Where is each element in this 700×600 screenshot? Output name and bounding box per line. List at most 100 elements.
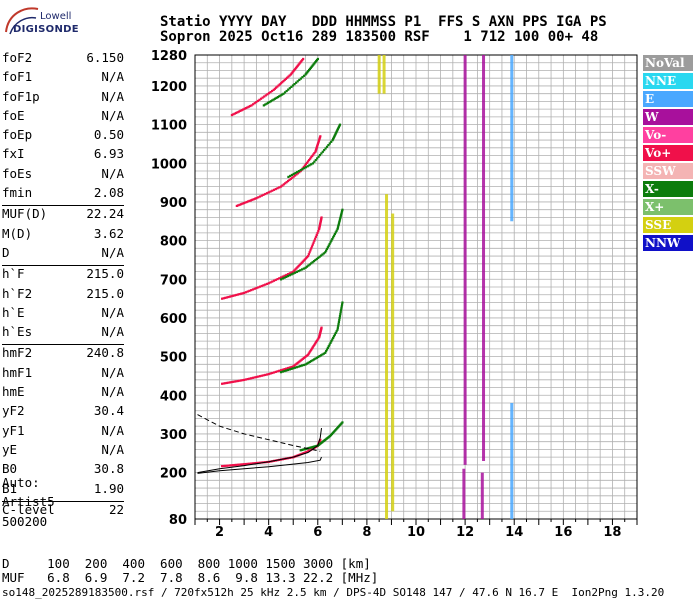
echo-point (282, 92, 285, 95)
echo-point (281, 81, 284, 84)
param-label: h`F2 (2, 285, 33, 301)
echo-point (301, 58, 304, 62)
echo-point (312, 63, 315, 66)
echo-point (257, 375, 260, 378)
param-row: foF2 6.150 (2, 50, 124, 69)
echo-point (269, 190, 272, 193)
echo-point (340, 307, 343, 310)
param-row: B1 1.90 (2, 481, 124, 500)
echo-point (282, 79, 285, 83)
echo-point (225, 296, 228, 299)
echo-point (335, 130, 338, 133)
param-row: yF2 30.4 (2, 403, 124, 422)
echo-point (312, 358, 316, 361)
echo-point (272, 279, 276, 282)
echo-point (278, 277, 281, 280)
echo-point (338, 124, 341, 127)
echo-point (283, 91, 287, 94)
profile-curve (197, 428, 322, 474)
param-value: 1.90 (93, 480, 124, 496)
echo-point (251, 288, 255, 291)
echo-point (248, 462, 251, 465)
echo-point (281, 277, 284, 280)
interference-band (382, 55, 386, 94)
echo-point (272, 88, 275, 91)
file-info-footer: so148_2025289183500.rsf / 720fx512h 25 k… (2, 586, 665, 599)
echo-point (222, 464, 225, 468)
param-row: yE N/A (2, 442, 124, 461)
echo-point (313, 152, 316, 155)
y-tick-label: 800 (160, 235, 187, 250)
echo-point (297, 170, 301, 173)
echo-point (265, 282, 269, 286)
y-tick-label: 700 (160, 273, 187, 288)
echo-point (306, 353, 310, 356)
echo-point (339, 311, 342, 314)
echo-point (337, 320, 341, 323)
echo-point (288, 272, 291, 275)
param-row: hmE N/A (2, 384, 124, 403)
echo-point (306, 71, 309, 74)
echo-point (299, 449, 302, 452)
echo-point (340, 211, 343, 214)
echo-point (246, 106, 249, 109)
echo-point (303, 167, 306, 170)
echo-point (297, 265, 300, 268)
echo-point (244, 462, 248, 466)
echo-point (298, 263, 301, 267)
echo-point (248, 289, 251, 292)
echo-point (266, 93, 269, 96)
echo-point (306, 255, 310, 258)
echo-point (255, 286, 258, 290)
echo-point (311, 346, 314, 349)
echo-point (295, 81, 298, 84)
param-row: foEs N/A (2, 166, 124, 185)
echo-point (233, 380, 236, 383)
echo-point (250, 377, 253, 380)
param-label: foE (2, 107, 25, 123)
echo-point (258, 98, 261, 101)
echo-point (334, 231, 337, 234)
echo-point (285, 275, 288, 278)
echo-point (310, 65, 313, 68)
echo-point (313, 445, 316, 448)
interference-band (510, 403, 514, 519)
echo-point (336, 226, 339, 229)
echo-point (311, 359, 314, 362)
echo-point (275, 96, 278, 100)
echo-point (337, 225, 340, 228)
echo-point (314, 235, 318, 238)
echo-point (221, 297, 224, 300)
echo-point (336, 228, 339, 231)
param-row: hmF2 240.8 (2, 345, 124, 364)
param-label: h`F (2, 266, 25, 282)
echo-point (230, 113, 234, 117)
echo-point (313, 160, 316, 163)
echo-point (289, 177, 292, 180)
echo-point (293, 269, 296, 272)
echo-point (295, 366, 298, 369)
legend-entry: E (643, 91, 693, 107)
legend-entry: SSW (643, 163, 693, 179)
echo-point (296, 266, 299, 269)
echo-point (300, 448, 304, 452)
x-tick-label: 2 (215, 525, 224, 540)
param-row: foEp 0.50 (2, 127, 124, 146)
echo-point (232, 294, 235, 297)
echo-point (269, 100, 272, 103)
echo-point (225, 464, 228, 467)
echo-point (296, 80, 299, 83)
auto-program: Artist5 (2, 494, 55, 510)
echo-point (318, 355, 321, 358)
echo-point (289, 174, 292, 178)
echo-point (333, 135, 336, 138)
echo-point (241, 292, 244, 295)
legend-entry: X- (643, 181, 693, 197)
echo-point (291, 176, 294, 179)
logo-swoosh-icon (9, 16, 37, 35)
echo-point (241, 379, 244, 382)
echo-point (311, 243, 314, 246)
echo-point (252, 103, 255, 106)
profile-curve (197, 414, 321, 452)
echo-point (237, 204, 240, 207)
